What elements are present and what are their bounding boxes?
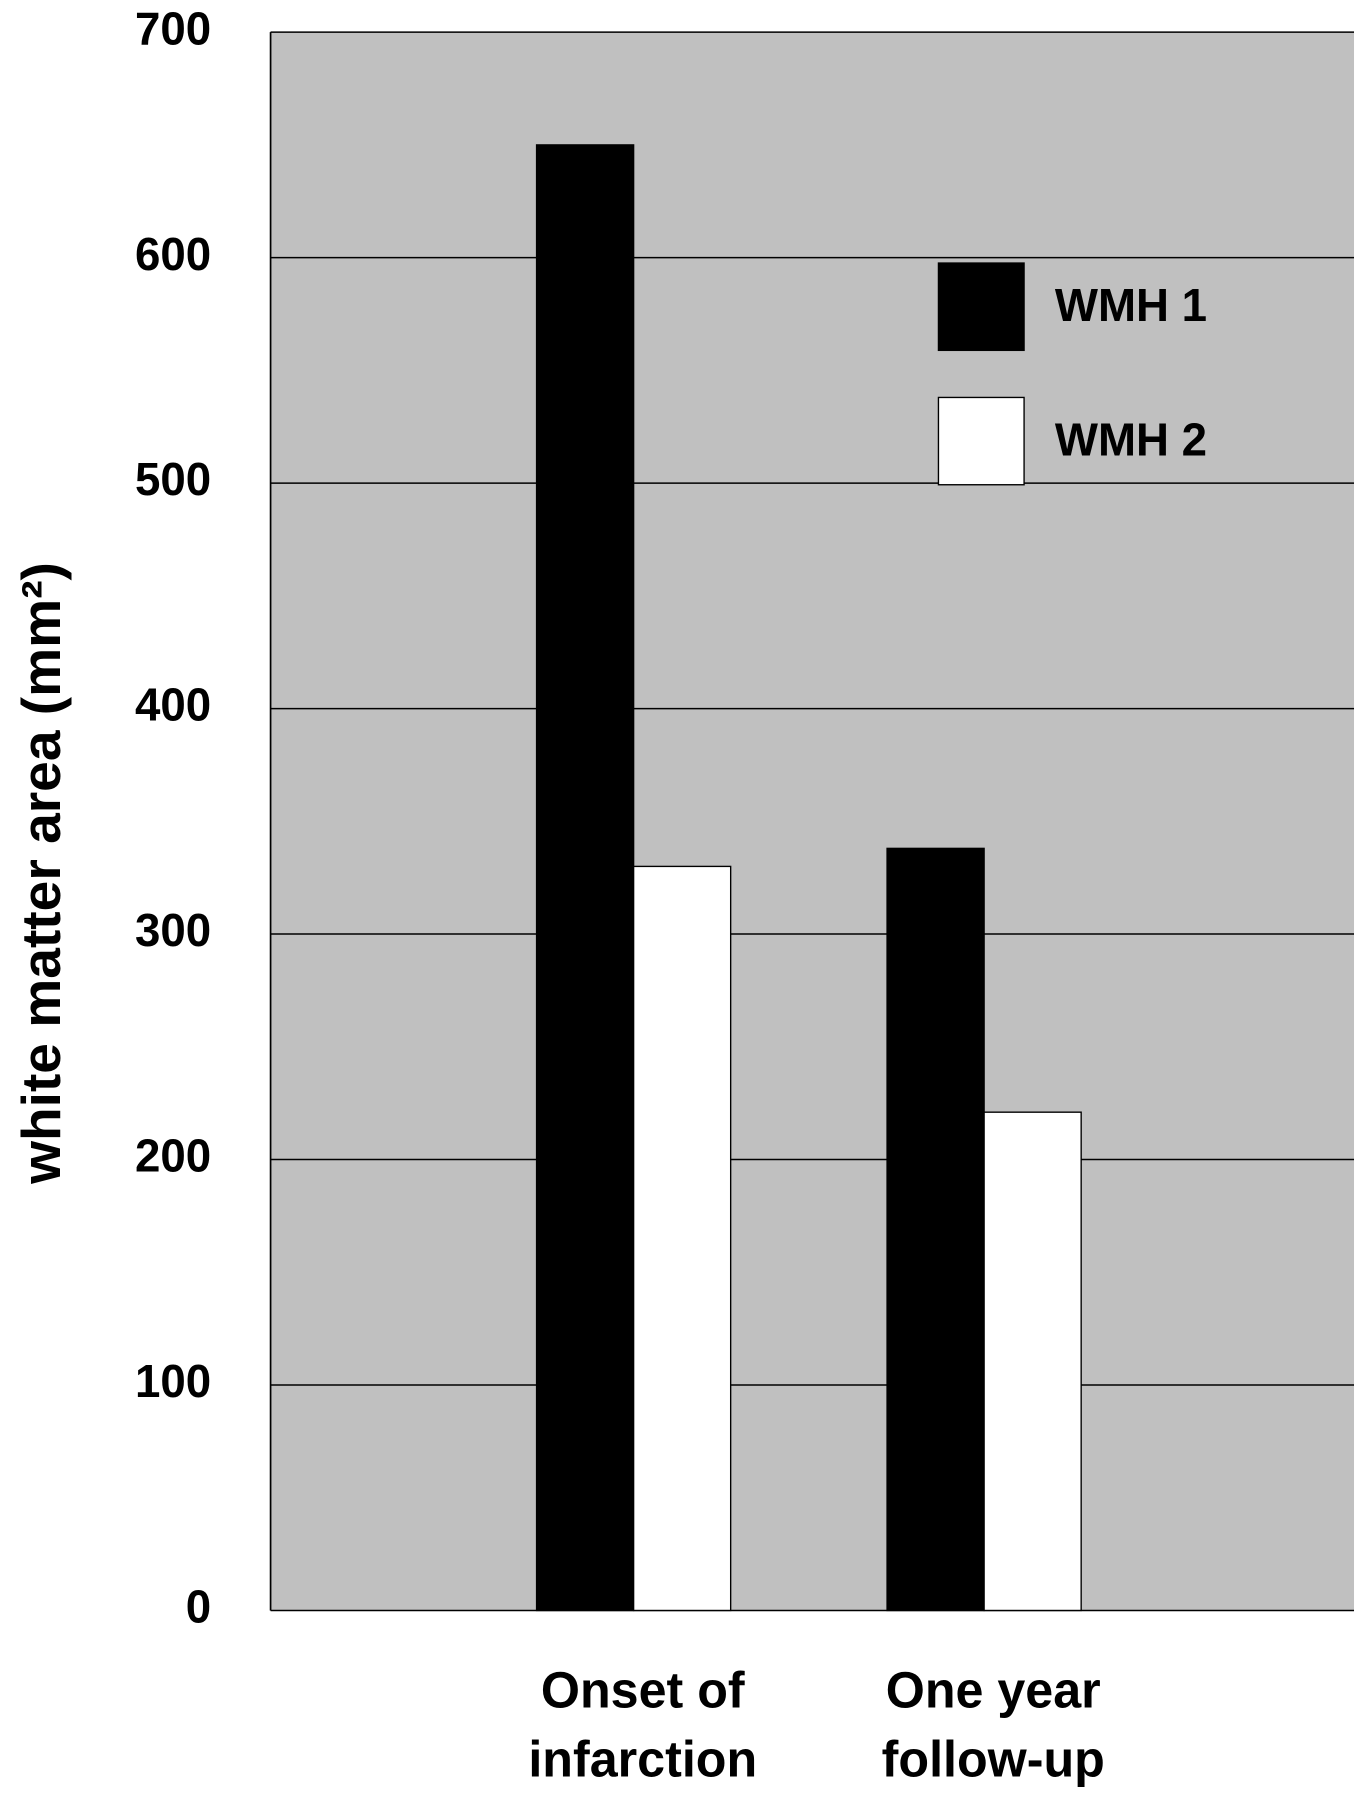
x-tick-label: Onset of (541, 1662, 745, 1719)
x-tick-label: follow-up (882, 1730, 1105, 1787)
legend-swatch (937, 396, 1025, 486)
y-tick-label: 100 (135, 1356, 211, 1407)
x-tick-label: One year (886, 1662, 1101, 1719)
plot-background (270, 32, 1355, 1611)
bar (886, 847, 985, 1612)
y-tick-label: 300 (135, 905, 211, 956)
bar (535, 144, 635, 1612)
x-tick-label: infarction (528, 1730, 757, 1787)
y-tick-label: 500 (135, 454, 211, 505)
legend-label: WMH 2 (1055, 414, 1207, 465)
y-tick-label: 200 (135, 1131, 211, 1182)
y-tick-label: 0 (186, 1581, 211, 1632)
bar (983, 1111, 1082, 1612)
y-tick-label: 400 (135, 680, 211, 731)
y-axis-label: white matter area (mm²) (10, 562, 72, 1185)
y-tick-label: 700 (135, 3, 211, 54)
y-tick-label: 600 (135, 229, 211, 280)
bar (632, 865, 732, 1612)
legend-swatch (937, 262, 1025, 352)
legend-label: WMH 1 (1055, 280, 1207, 331)
